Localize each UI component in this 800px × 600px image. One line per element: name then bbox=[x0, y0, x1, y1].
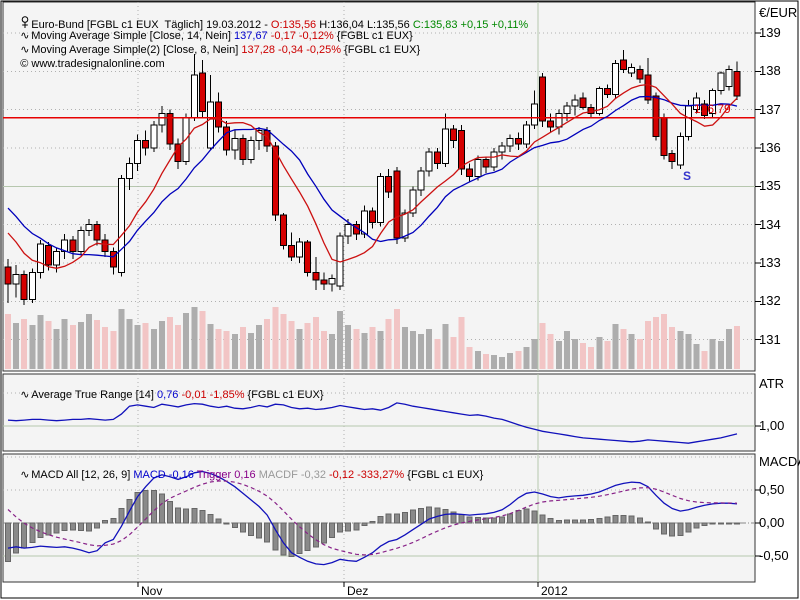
horizontal-line-price-label: 136,79 bbox=[694, 102, 731, 116]
price-tick: 137 bbox=[759, 102, 781, 117]
price-tick: 136 bbox=[759, 140, 781, 155]
price-tick: 132 bbox=[759, 293, 781, 308]
price-axis-unit: €/EUR bbox=[759, 5, 798, 20]
price-tick: 138 bbox=[759, 63, 781, 78]
atr-panel-name: ATR bbox=[759, 376, 785, 391]
x-tick-2012: 2012 bbox=[541, 584, 568, 598]
price-tick: 139 bbox=[759, 25, 781, 40]
price-tick: 135 bbox=[759, 178, 781, 193]
price-tick: 133 bbox=[759, 255, 781, 270]
x-tick-nov: Nov bbox=[141, 584, 163, 598]
price-tick: 134 bbox=[759, 217, 781, 232]
macd-tick: 0,50 bbox=[759, 482, 785, 497]
macd-tick: -0,50 bbox=[759, 548, 789, 563]
x-tick-dez: Dez bbox=[347, 584, 369, 598]
macd-tick: 0,00 bbox=[759, 515, 785, 530]
sell-signal-marker: S bbox=[683, 169, 692, 183]
price-tick: 131 bbox=[759, 332, 781, 347]
atr-tick: 1,00 bbox=[759, 418, 785, 433]
